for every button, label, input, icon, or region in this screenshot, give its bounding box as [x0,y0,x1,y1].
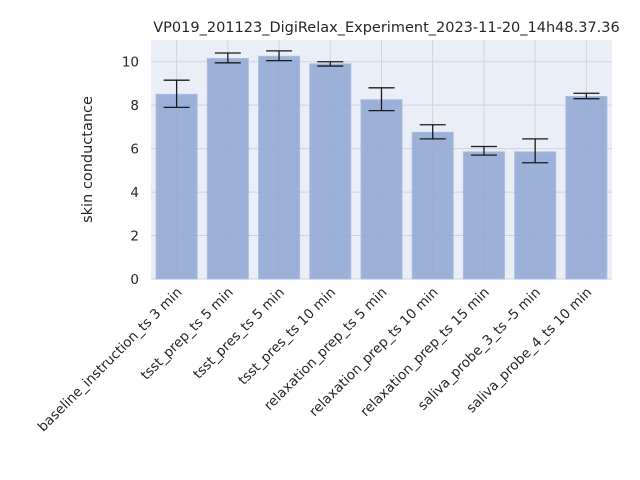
bar [258,55,301,280]
error-bar [368,87,395,112]
y-tick-label: 10 [122,55,139,71]
chart-title: VP019_201123_DigiRelax_Experiment_2023-1… [153,20,619,36]
y-tick-label: 2 [130,229,139,245]
error-bar [522,138,549,164]
bar [206,57,249,280]
x-axis-ticks: baseline_instruction_ts 3 mintsst_prep_t… [35,285,595,436]
bar [565,95,608,280]
y-axis-label: skin conductance [80,96,96,223]
error-bar [470,145,497,156]
bar [411,131,454,280]
error-bar [573,92,600,100]
bar [309,63,352,280]
y-tick-label: 8 [130,98,139,114]
bars [155,55,608,280]
error-bar [163,79,190,109]
x-tick-label: tsst_pres_ts 5 min [190,285,288,383]
bar [514,151,557,280]
bar [360,99,403,280]
bar [155,93,198,280]
error-bar [266,50,293,62]
error-bar [214,52,241,64]
bar [462,151,505,280]
error-bar [317,61,344,67]
y-tick-label: 4 [130,185,139,201]
error-bars [163,50,600,164]
y-axis-ticks: 0 2 4 6 8 10 [122,55,139,288]
y-tick-label: 0 [130,272,139,288]
x-tick-label: tsst_prep_ts 5 min [138,285,237,384]
y-tick-label: 6 [130,142,139,158]
x-tick-label: tsst_pres_ts 10 min [235,285,339,389]
error-bar [419,124,446,140]
